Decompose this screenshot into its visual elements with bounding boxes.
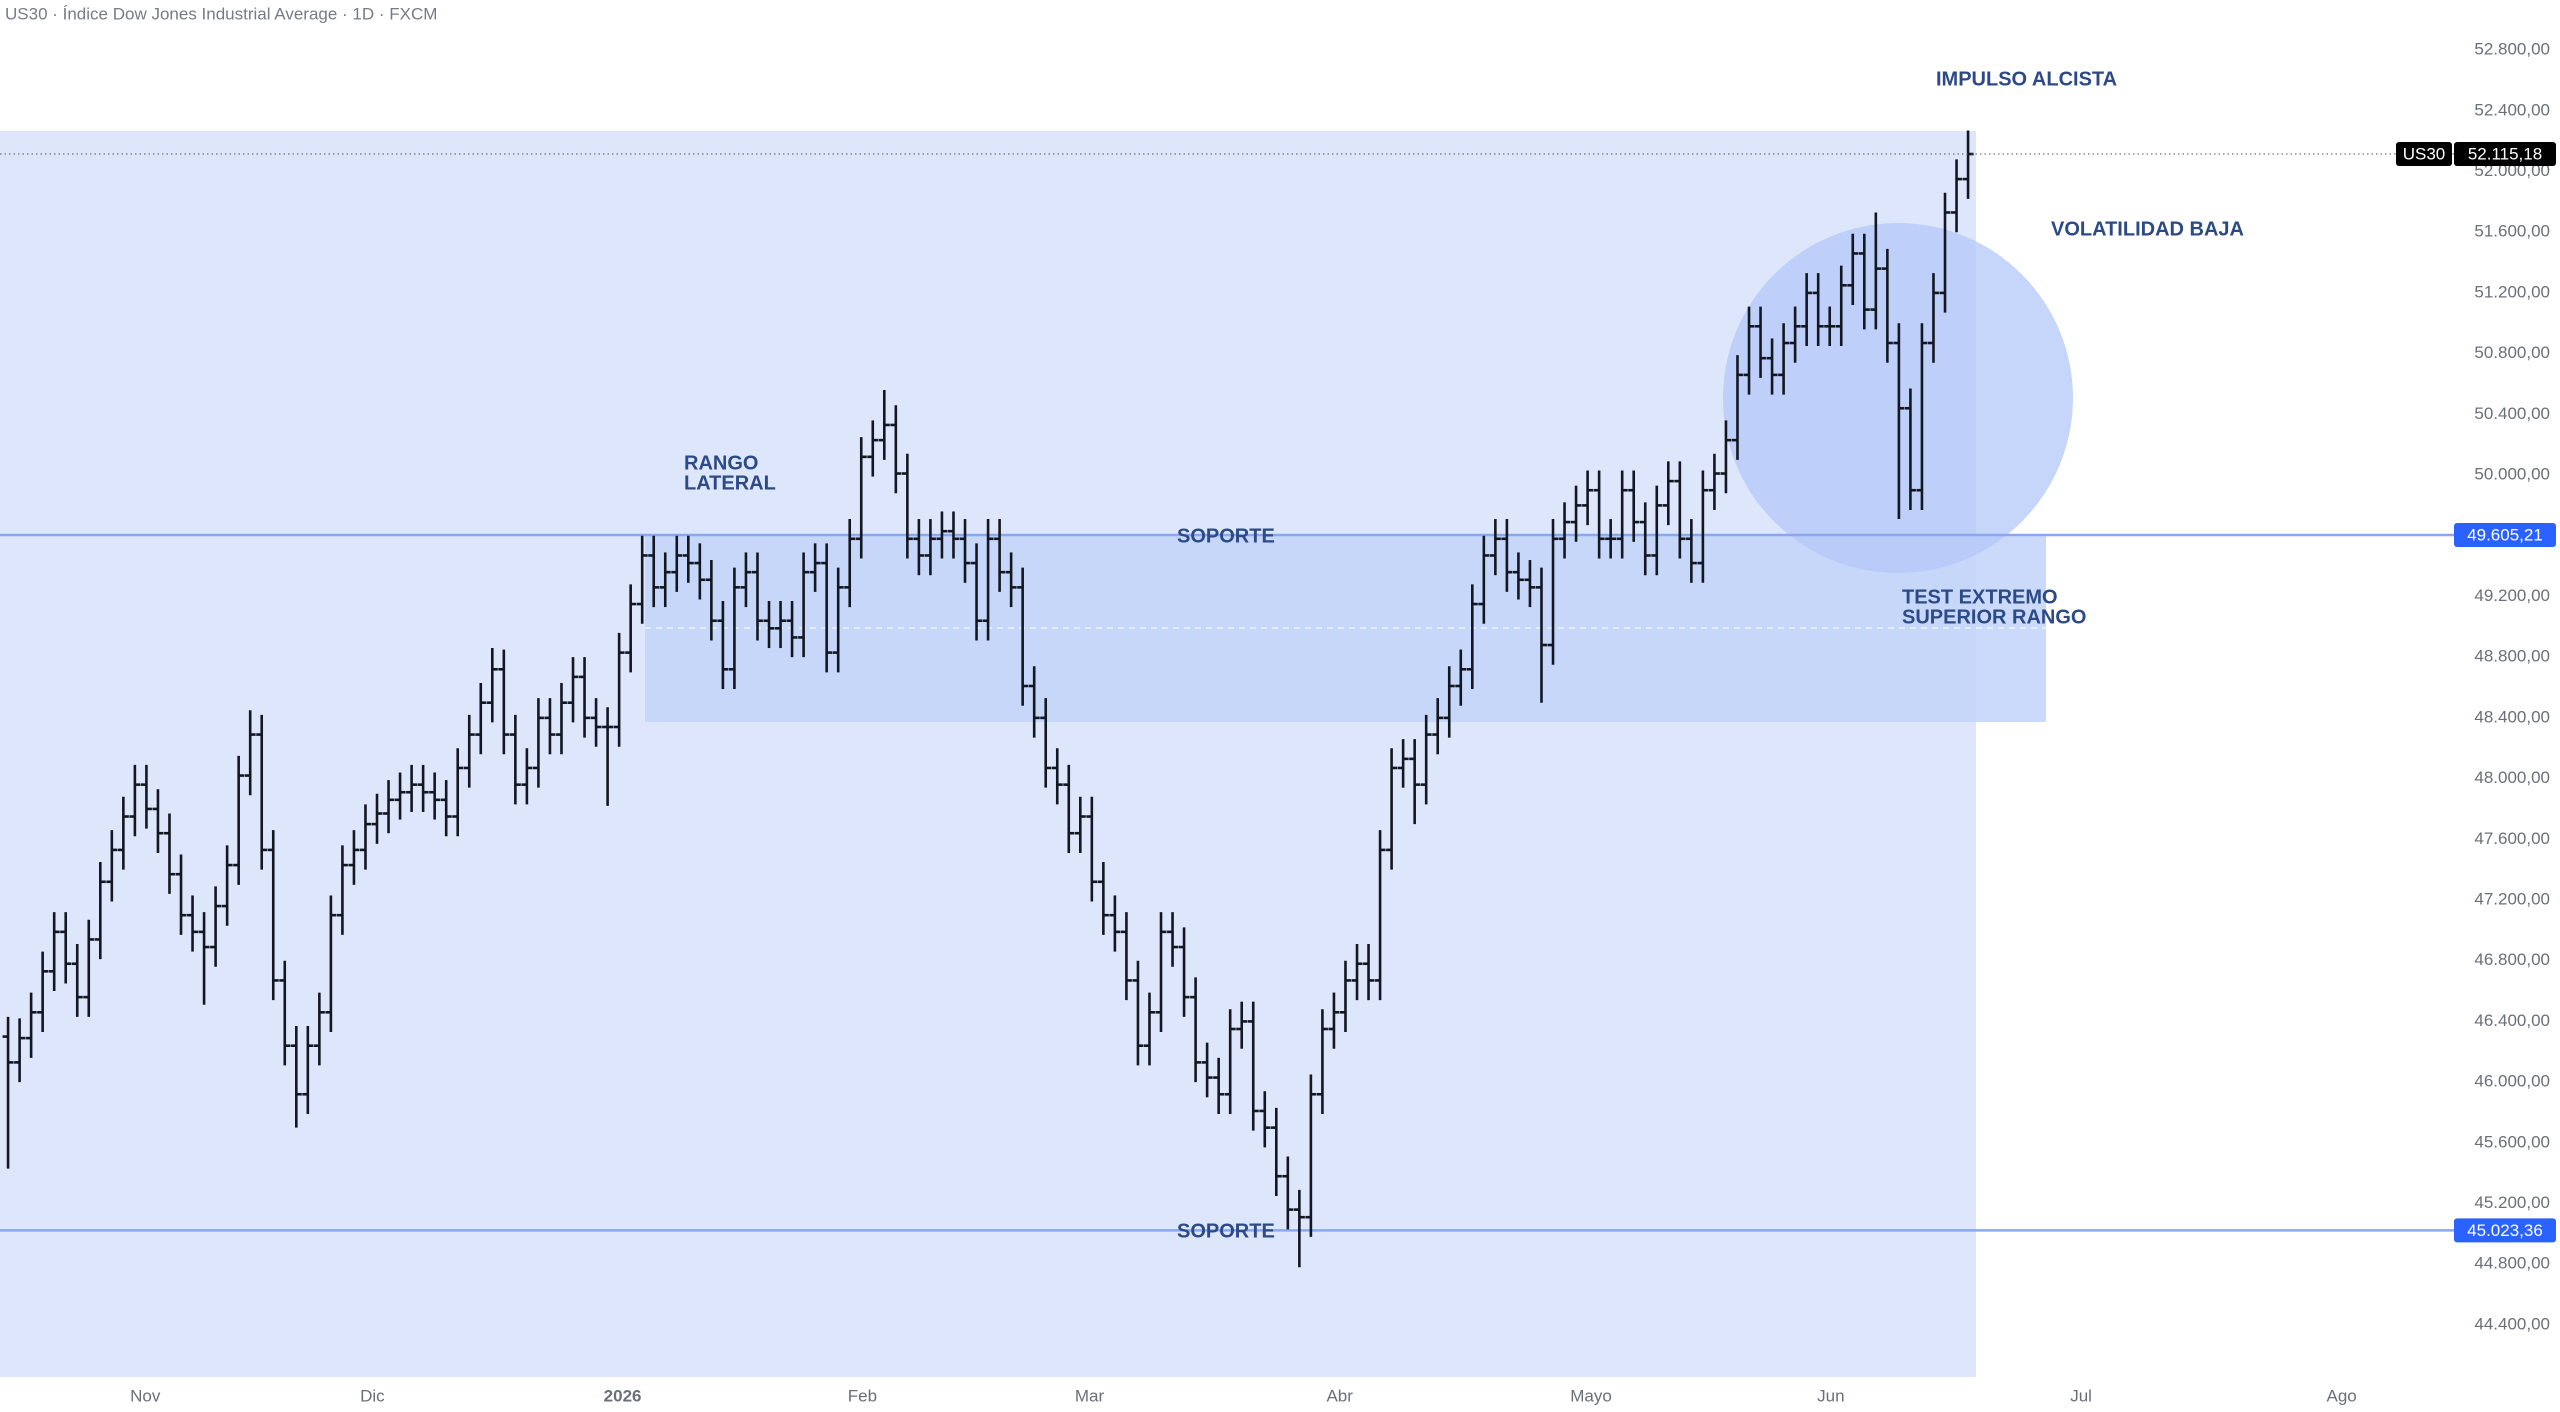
symbol-label: US30 [2403,145,2446,164]
annotation: VOLATILIDAD BAJA [2051,218,2244,240]
level-label-bg [2454,522,2556,547]
level-label-bg [2454,1218,2556,1243]
y-tick-label: 48.800,00 [2474,647,2550,666]
x-tick-label: Jun [1817,1386,1844,1405]
annotation: SUPERIOR RANGO [1902,606,2086,628]
y-tick-label: 52.800,00 [2474,40,2550,59]
y-tick-label: 47.600,00 [2474,829,2550,848]
x-tick-label: Dic [360,1386,385,1405]
last-price-label-bg [2454,142,2556,167]
y-tick-label: 50.000,00 [2474,465,2550,484]
y-tick-label: 47.200,00 [2474,889,2550,908]
y-tick-label: 45.600,00 [2474,1132,2550,1151]
y-tick-label: 52.400,00 [2474,100,2550,119]
y-tick-label: 48.000,00 [2474,768,2550,787]
y-tick-label: 48.400,00 [2474,707,2550,726]
x-tick-label: Nov [130,1386,161,1405]
x-tick-label: Ago [2326,1386,2356,1405]
y-tick-label: 49.200,00 [2474,586,2550,605]
y-tick-label: 51.600,00 [2474,222,2550,241]
x-tick-label: 2026 [604,1386,642,1405]
y-tick-label: 44.400,00 [2474,1314,2550,1333]
y-tick-label: 44.800,00 [2474,1254,2550,1273]
x-tick-label: Jul [2070,1386,2092,1405]
annotation: LATERAL [684,472,776,494]
highlight-zone [0,131,1976,1377]
y-tick-label: 46.400,00 [2474,1011,2550,1030]
annotation: TEST EXTREMO [1902,586,2058,608]
symbol-label-bg [2396,142,2452,167]
level-label: 49.605,21 [2467,525,2543,544]
y-tick-label: 46.000,00 [2474,1072,2550,1091]
annotation: SOPORTE [1177,1220,1275,1242]
y-tick-label: 45.200,00 [2474,1193,2550,1212]
x-tick-label: Mayo [1570,1386,1612,1405]
annotation: SOPORTE [1177,525,1275,547]
x-tick-label: Feb [848,1386,877,1405]
y-tick-label: 50.800,00 [2474,343,2550,362]
x-tick-label: Abr [1326,1386,1353,1405]
y-tick-label: 51.200,00 [2474,282,2550,301]
plot [0,130,2454,1268]
x-tick-label: Mar [1075,1386,1105,1405]
annotation: IMPULSO ALCISTA [1936,68,2117,90]
y-tick-label: 50.400,00 [2474,404,2550,423]
level-label: 45.023,36 [2467,1221,2543,1240]
annotation: RANGO [684,452,758,474]
chart-title: US30 · Índice Dow Jones Industrial Avera… [5,4,437,23]
last-price-label: 52.115,18 [2468,145,2542,164]
y-tick-label: 46.800,00 [2474,950,2550,969]
